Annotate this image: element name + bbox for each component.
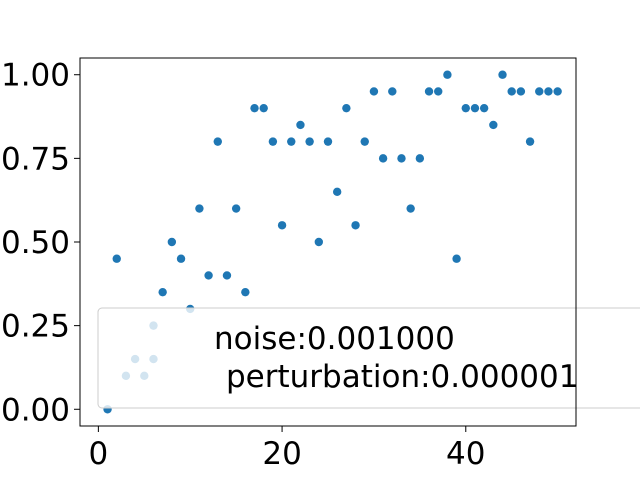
data-point xyxy=(323,137,333,146)
data-point xyxy=(176,254,186,263)
x-tick-label: 0 xyxy=(89,436,109,472)
data-point xyxy=(369,87,379,96)
legend: noise:0.001000 perturbation:0.000001 xyxy=(97,307,640,409)
data-point xyxy=(470,103,480,113)
data-point xyxy=(259,103,268,113)
data-point xyxy=(479,103,489,113)
data-point xyxy=(452,254,461,263)
y-axis: 0.00 0.25 0.50 0.75 1.00 xyxy=(1,58,80,428)
data-point xyxy=(415,154,425,163)
data-point xyxy=(516,87,526,96)
data-point xyxy=(222,271,232,280)
data-point xyxy=(378,154,388,163)
data-point xyxy=(535,87,544,96)
data-point xyxy=(424,87,434,96)
legend-line-perturbation: perturbation:0.000001 xyxy=(226,359,578,395)
data-point xyxy=(250,103,259,113)
x-axis: 0 20 40 xyxy=(89,426,486,472)
data-point xyxy=(195,204,204,213)
data-point xyxy=(277,221,287,230)
y-tick-label: 1.00 xyxy=(1,58,70,94)
data-point xyxy=(351,221,360,230)
data-point xyxy=(241,287,250,297)
x-tick-label: 20 xyxy=(262,436,301,472)
data-point xyxy=(204,271,213,280)
data-point xyxy=(360,137,369,146)
y-tick-label: 0.00 xyxy=(1,392,70,428)
data-point xyxy=(525,137,535,146)
x-tick-label: 40 xyxy=(446,436,485,472)
legend-line-noise: noise:0.001000 xyxy=(214,321,455,357)
data-point xyxy=(406,204,415,213)
data-point xyxy=(305,137,314,146)
data-point xyxy=(158,287,167,297)
data-point xyxy=(287,137,296,146)
data-point xyxy=(388,87,397,96)
data-point xyxy=(112,254,121,263)
data-point xyxy=(553,87,562,96)
y-tick-label: 0.25 xyxy=(1,309,70,345)
data-point xyxy=(296,120,305,130)
legend-box xyxy=(97,307,640,409)
data-point xyxy=(461,103,470,113)
y-tick-label: 0.50 xyxy=(1,225,70,261)
data-point xyxy=(167,237,177,247)
data-point xyxy=(397,154,406,163)
data-point xyxy=(268,137,278,146)
data-point xyxy=(507,87,516,96)
data-point xyxy=(434,87,443,96)
data-point xyxy=(498,70,507,79)
y-tick-label: 0.75 xyxy=(1,141,70,177)
data-point xyxy=(332,187,342,197)
data-point xyxy=(231,204,241,213)
data-point xyxy=(443,70,452,79)
data-point xyxy=(544,87,553,96)
data-point xyxy=(489,120,498,130)
data-point xyxy=(213,137,222,146)
data-point xyxy=(314,237,324,247)
data-point xyxy=(342,103,351,113)
